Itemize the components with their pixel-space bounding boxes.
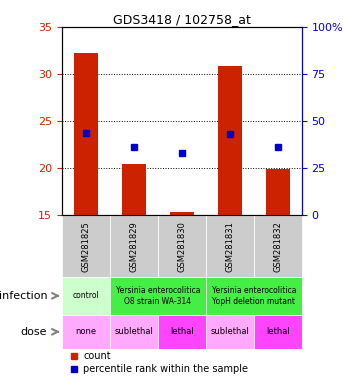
Text: GSM281830: GSM281830 xyxy=(177,221,186,271)
Bar xyxy=(266,169,290,215)
FancyBboxPatch shape xyxy=(206,314,254,349)
Text: lethal: lethal xyxy=(170,327,194,336)
Bar xyxy=(122,164,146,215)
FancyBboxPatch shape xyxy=(62,277,110,314)
Bar xyxy=(218,66,242,215)
Text: dose: dose xyxy=(21,327,47,337)
FancyBboxPatch shape xyxy=(254,215,302,277)
Text: Yersinia enterocolitica
YopH deletion mutant: Yersinia enterocolitica YopH deletion mu… xyxy=(212,286,296,306)
FancyBboxPatch shape xyxy=(110,215,158,277)
FancyBboxPatch shape xyxy=(206,215,254,277)
FancyBboxPatch shape xyxy=(62,215,110,277)
Title: GDS3418 / 102758_at: GDS3418 / 102758_at xyxy=(113,13,251,26)
FancyBboxPatch shape xyxy=(110,314,158,349)
Text: none: none xyxy=(75,327,96,336)
Text: lethal: lethal xyxy=(266,327,290,336)
Text: GSM281829: GSM281829 xyxy=(129,221,138,271)
FancyBboxPatch shape xyxy=(110,277,206,314)
Text: GSM281825: GSM281825 xyxy=(81,221,90,271)
FancyBboxPatch shape xyxy=(62,314,110,349)
Text: sublethal: sublethal xyxy=(114,327,153,336)
Text: count: count xyxy=(83,351,111,361)
Text: GSM281832: GSM281832 xyxy=(273,221,282,271)
Text: sublethal: sublethal xyxy=(210,327,249,336)
FancyBboxPatch shape xyxy=(254,314,302,349)
Text: control: control xyxy=(72,291,99,300)
FancyBboxPatch shape xyxy=(158,314,206,349)
Text: Yersinia enterocolitica
O8 strain WA-314: Yersinia enterocolitica O8 strain WA-314 xyxy=(116,286,200,306)
Bar xyxy=(74,53,98,215)
FancyBboxPatch shape xyxy=(206,277,302,314)
FancyBboxPatch shape xyxy=(158,215,206,277)
Text: percentile rank within the sample: percentile rank within the sample xyxy=(83,364,248,374)
Text: infection: infection xyxy=(0,291,47,301)
Text: GSM281831: GSM281831 xyxy=(225,221,234,271)
Bar xyxy=(170,212,194,215)
